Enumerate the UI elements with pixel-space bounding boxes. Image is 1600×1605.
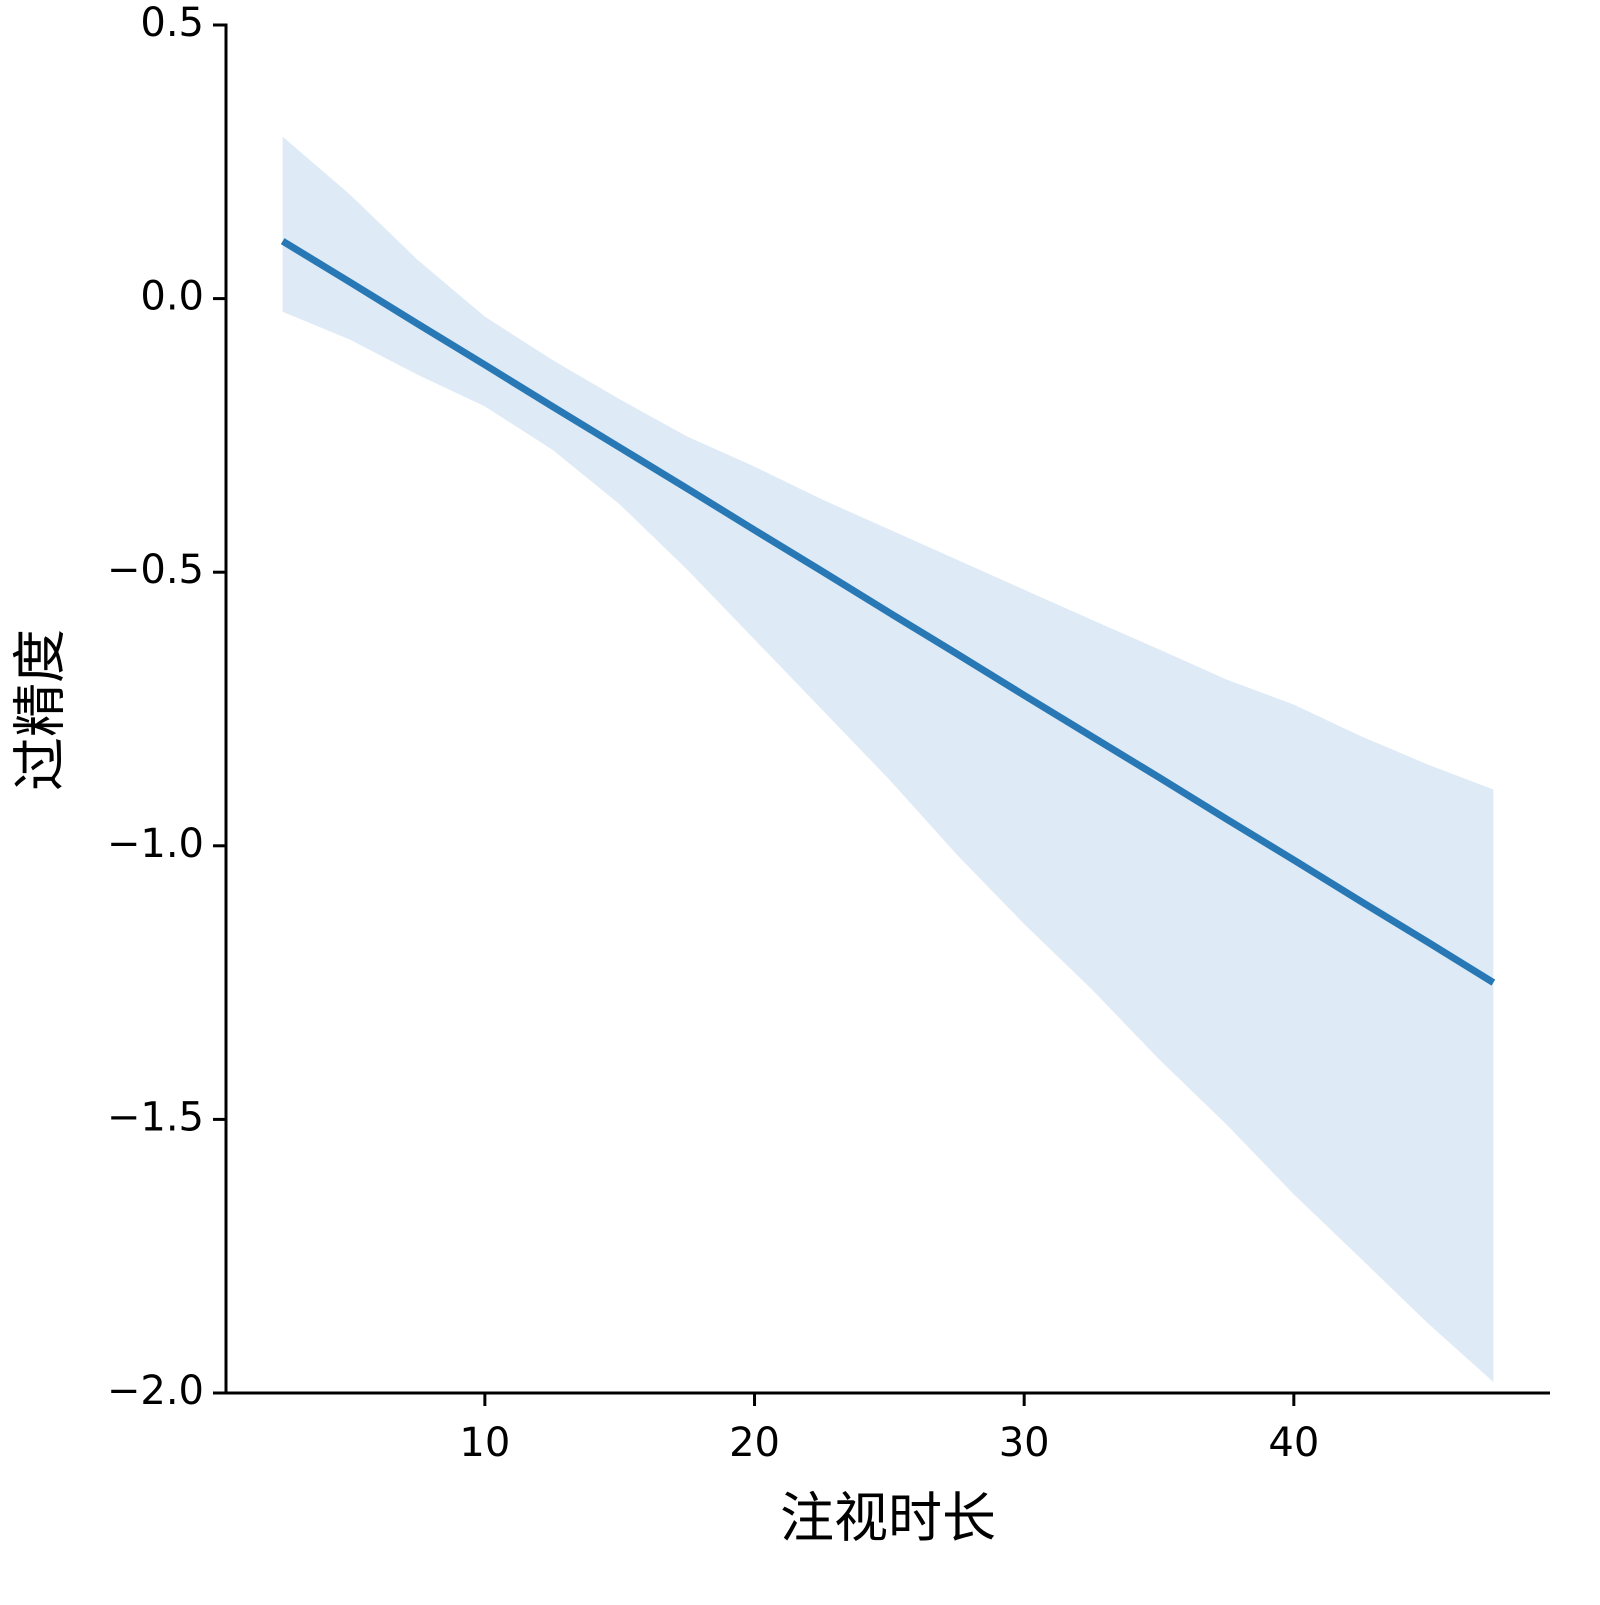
y-axis-label: 过精度 — [9, 629, 72, 791]
y-tick-label: 0.5 — [140, 0, 204, 46]
regression-line — [280, 238, 1496, 986]
y-tick-label: −2.0 — [107, 1368, 204, 1414]
x-tick-label: 20 — [729, 1420, 780, 1466]
y-tick-label: −1.0 — [107, 821, 204, 867]
y-tick-label: 0.0 — [140, 274, 204, 320]
x-tick-label: 30 — [999, 1420, 1050, 1466]
y-tick-label: −1.5 — [107, 1094, 204, 1140]
x-axis-label: 注视时长 — [780, 1487, 996, 1550]
confidence-band — [282, 136, 1494, 1383]
x-tick-label: 10 — [459, 1420, 510, 1466]
x-tick-label: 40 — [1268, 1420, 1319, 1466]
y-tick-label: −0.5 — [107, 547, 204, 593]
